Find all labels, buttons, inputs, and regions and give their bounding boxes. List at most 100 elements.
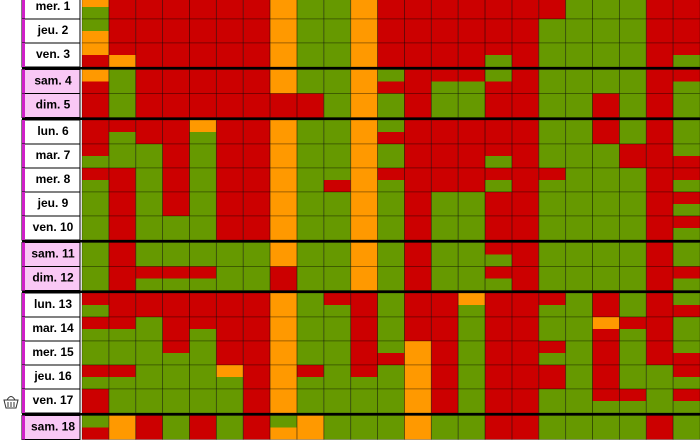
cell-part [673,19,700,31]
day-label-edge [22,168,25,192]
cell-part [404,415,432,428]
cell-part [619,329,647,341]
cell-part [82,377,109,389]
cell-part [565,415,593,428]
cell-part [673,278,700,291]
cell-part [108,415,136,428]
cell-part [565,329,593,341]
cell-part [404,242,432,255]
cell-part [377,254,405,267]
cell-part [404,0,432,7]
cell-part [270,266,297,279]
cell-part [82,278,109,291]
cell-part [538,81,566,94]
cell-part [270,415,297,428]
cell-part [511,168,539,180]
cell-part [323,266,351,279]
cell-part [135,180,163,192]
cell-part [162,132,190,144]
cell-part [538,365,566,377]
cell-part [162,389,190,401]
cell-part [216,353,244,365]
day-label: mar. 14 [32,321,74,335]
cell-part [404,7,432,19]
cell-part [296,254,324,267]
cell-part [243,132,271,144]
cell-part [511,278,539,291]
cell-part [216,55,244,67]
cell-part [485,93,512,106]
cell-part [270,317,297,329]
cell-part [646,365,674,377]
cell-part [538,266,566,279]
cell-part [404,401,432,413]
cell-part [270,55,297,67]
cell-part [565,156,593,168]
cell-part [511,31,539,43]
cell-part [538,415,566,428]
cell-part [270,353,297,365]
cell-part [189,389,217,401]
cell-part [511,156,539,168]
cell-part [673,427,700,440]
cell-part [592,120,620,132]
cell-part [108,69,136,82]
day-label-edge [22,242,25,267]
cell-part [458,242,486,255]
cell-part [135,427,163,440]
cell-part [216,365,244,377]
cell-part [431,377,459,389]
cell-part [485,120,512,132]
cell-part [619,353,647,365]
cell-part [673,55,700,67]
cell-part [270,120,297,132]
cell-part [511,55,539,67]
cell-part [323,365,351,377]
cell-part [431,69,459,82]
cell-part [619,365,647,377]
cell-part [189,365,217,377]
cell-part [270,305,297,317]
cell-part [565,389,593,401]
cell-part [296,266,324,279]
cell-part [350,0,378,7]
cell-border [108,415,137,440]
cell-part [296,278,324,291]
cell-part [592,19,620,31]
cell-part [565,192,593,204]
cell-part [323,168,351,180]
cell-part [646,353,674,365]
cell-part [270,19,297,31]
cell-part [673,401,700,413]
day-label: jeu. 2 [37,23,69,37]
cell-part [162,19,190,31]
cell-part [377,353,405,365]
cell-part [135,69,163,82]
cell-part [619,81,647,94]
cell-part [646,377,674,389]
cell-part [565,242,593,255]
cell-part [538,204,566,216]
cell-part [162,278,190,291]
cell-part [377,81,405,94]
cell-part [135,254,163,267]
cell-part [270,254,297,267]
cell-part [565,19,593,31]
cell-part [673,180,700,192]
cell-part [538,180,566,192]
cell-part [162,228,190,240]
cell-part [511,93,539,106]
cell-part [404,105,432,118]
day-label: ven. 10 [33,220,74,234]
cell-part [296,105,324,118]
cell-part [377,105,405,118]
cell-part [431,180,459,192]
cell-border [296,415,325,440]
cell-part [243,168,271,180]
cell-part [377,192,405,204]
day-label-box [21,119,81,145]
cell-part [162,305,190,317]
cell-part [377,132,405,144]
cell-part [189,415,217,428]
cell-part [511,254,539,267]
